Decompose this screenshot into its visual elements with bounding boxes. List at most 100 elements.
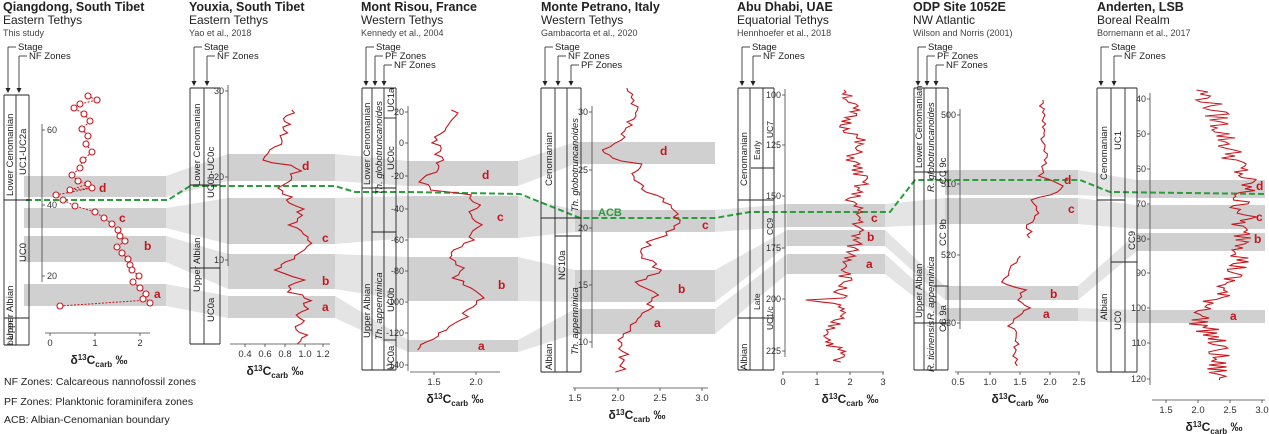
event-label-a: a	[1230, 309, 1237, 323]
section-region: Eastern Tethys	[189, 13, 269, 27]
sample-marker	[68, 171, 76, 179]
correlation-connector-d	[335, 154, 408, 186]
event-label-d: d	[302, 159, 309, 173]
depth-tick-label: -80	[391, 266, 404, 276]
event-band-c	[575, 210, 715, 232]
column-header-label: NF Zones	[763, 51, 805, 62]
x-tick-label: 1.5	[1013, 377, 1026, 388]
depth-tick-label: -40	[391, 204, 404, 214]
section-source: Hennhoefer et al., 2018	[737, 28, 832, 38]
sample-marker	[139, 295, 147, 303]
section-title: Monte Petrano, Italy	[541, 0, 660, 14]
column-header-label: PF Zones	[581, 60, 622, 71]
correlation-connector-a	[1078, 308, 1137, 323]
event-band-c	[24, 208, 166, 228]
x-tick-label: 1.0	[983, 377, 996, 388]
header-arrowhead	[363, 81, 369, 86]
event-band-c	[408, 196, 518, 238]
sample-marker	[91, 208, 99, 216]
sample-marker	[70, 104, 78, 112]
stage-label: Cenomanian	[544, 132, 555, 186]
depth-tick-label: -60	[391, 235, 404, 245]
event-band-b	[575, 270, 715, 302]
zone-label: UC1a	[386, 87, 397, 112]
event-label-b: b	[1254, 232, 1261, 246]
header-arrowhead	[924, 81, 930, 86]
x-axis-label: δ13Ccarb ‰	[608, 408, 665, 424]
correlation-connector-c	[518, 196, 575, 238]
x-axis-label-part: C	[87, 353, 96, 367]
sample-marker	[84, 132, 92, 140]
header-monte-petrano: Monte Petrano, Italy Western Tethys Gamb…	[541, 1, 660, 40]
x-tick-label: 2.0	[469, 377, 482, 388]
x-tick-label: 2.5	[1072, 377, 1085, 388]
correlation-connector-a	[715, 254, 787, 334]
sample-marker	[136, 284, 144, 292]
header-arrowhead	[750, 81, 756, 86]
depth-tick-label: 100	[1131, 303, 1146, 313]
event-label-d: d	[1064, 173, 1071, 187]
x-tick-label: 1.2	[316, 349, 329, 360]
column-header-label: NF Zones	[217, 51, 259, 62]
section-region: NW Atlantic	[913, 13, 976, 27]
stage-label: Upper Albian	[5, 286, 16, 340]
x-tick-label: 1	[814, 377, 819, 388]
sample-marker	[74, 177, 82, 185]
event-band-a	[945, 308, 1078, 321]
isotope-curve-odp-lower	[1000, 255, 1032, 367]
depth-tick-label: 70	[1136, 199, 1146, 209]
section-title: Anderten, LSB	[1097, 0, 1184, 14]
stage-label: Albian	[1099, 294, 1110, 320]
depth-tick-label: 80	[1136, 234, 1146, 244]
depth-tick-label: 20	[578, 223, 588, 233]
sample-marker	[76, 100, 84, 108]
sample-marker	[142, 290, 150, 298]
section-region: Equatorial Tethys	[737, 13, 829, 27]
x-tick-label: 0.8	[278, 349, 291, 360]
x-axis-label-part: 13	[254, 364, 263, 373]
sample-marker	[59, 196, 67, 204]
x-tick-label: 0	[47, 338, 52, 349]
zone-label: CC 9b	[938, 219, 949, 246]
depth-tick-label: 150	[766, 191, 781, 201]
sample-marker	[82, 140, 90, 148]
event-label-a: a	[478, 339, 485, 353]
section-title: Mont Risou, France	[361, 0, 477, 14]
x-axis-label-part: ‰	[650, 408, 665, 422]
correlation-connector-b	[1078, 233, 1137, 300]
correlation-connector-b	[335, 254, 408, 301]
sample-marker	[52, 191, 60, 199]
section-title: Abu Dhabi, UAE	[737, 0, 833, 14]
depth-tick-label: 0	[399, 138, 404, 148]
sample-marker	[76, 164, 84, 172]
x-tick-label: 1.5	[427, 377, 440, 388]
section-source: Kennedy et al., 2004	[361, 28, 444, 38]
sample-marker	[86, 117, 94, 125]
x-axis-label: δ13Ccarb ‰	[821, 392, 878, 408]
event-label-d: d	[1256, 179, 1263, 193]
depth-tick-label: 125	[766, 140, 781, 150]
x-tick-label: 2	[137, 338, 142, 349]
depth-tick-label: 520	[941, 250, 956, 260]
stage-label: Late	[752, 293, 762, 310]
header-mont-risou: Mont Risou, France Western Tethys Kenned…	[361, 1, 477, 40]
stage-label: Lower Cenomanian	[192, 104, 203, 186]
header-abu-dhabi: Abu Dhabi, UAE Equatorial Tethys Hennhoe…	[737, 1, 833, 40]
x-axis-label-part: 13	[999, 392, 1008, 401]
event-label-b: b	[1050, 287, 1057, 301]
header-arrowhead	[16, 88, 22, 93]
x-tick-label: 1.0	[298, 349, 311, 360]
depth-tick-label: 50	[1136, 129, 1146, 139]
header-arrowhead	[1111, 81, 1117, 86]
event-label-d: d	[482, 168, 489, 182]
header-arrowhead	[381, 81, 387, 86]
sample-marker	[124, 255, 132, 263]
x-axis-label-part: C	[1008, 392, 1017, 406]
x-axis-label-part: C	[838, 392, 847, 406]
isotope-curve-segment	[59, 299, 149, 307]
sample-marker	[88, 184, 96, 192]
depth-tick-label: 110	[1132, 338, 1146, 348]
zone-label: NC10a	[557, 250, 568, 280]
event-label-b: b	[322, 274, 329, 288]
